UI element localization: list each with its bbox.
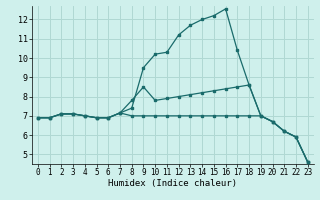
X-axis label: Humidex (Indice chaleur): Humidex (Indice chaleur) xyxy=(108,179,237,188)
